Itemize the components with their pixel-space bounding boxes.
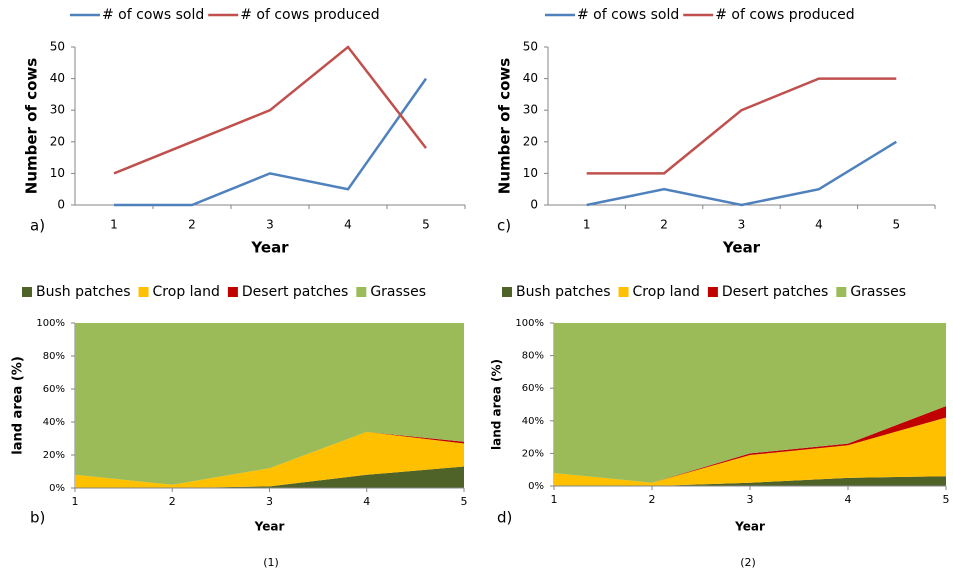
panel-label: a): [30, 217, 45, 235]
legend-swatch: [707, 287, 718, 297]
legend-swatch: [138, 287, 149, 297]
x-tick-label: 3: [266, 495, 273, 508]
y-tick-label: 10: [50, 166, 65, 180]
panel-label: b): [30, 509, 45, 527]
y-tick-label: 60%: [522, 383, 544, 394]
legend-label: # of cows produced: [240, 7, 379, 23]
x-tick-label: 1: [72, 495, 79, 508]
legend-label: # of cows produced: [715, 7, 854, 23]
x-tick-label: 1: [110, 218, 118, 232]
area-series: [75, 323, 464, 485]
x-axis-title: Year: [254, 520, 285, 534]
x-tick-label: 2: [169, 495, 176, 508]
legend-label: Grasses: [370, 284, 426, 300]
x-tick-label: 3: [747, 493, 754, 506]
y-tick-label: 80%: [522, 351, 544, 362]
x-axis-title: Year: [734, 520, 765, 534]
legend-swatch: [836, 287, 847, 297]
y-tick-label: 20%: [522, 448, 544, 459]
x-axis-title: Year: [722, 239, 761, 257]
area-series: [75, 466, 464, 488]
area-series: [554, 476, 946, 486]
area-series: [75, 431, 464, 488]
x-tick-label: 4: [815, 218, 823, 232]
x-tick-label: 5: [461, 495, 468, 508]
y-tick-label: 60%: [43, 384, 65, 395]
x-axis-title: Year: [250, 239, 289, 257]
y-tick-label: 30: [50, 103, 65, 117]
y-tick-label: 100%: [515, 318, 544, 329]
x-tick-label: 4: [363, 495, 370, 508]
legend-label: Bush patches: [516, 284, 611, 300]
y-tick-label: 80%: [43, 351, 65, 362]
x-tick-label: 3: [738, 218, 746, 232]
legend-swatch: [22, 287, 32, 297]
y-tick-label: 50: [50, 40, 65, 54]
panel-label: c): [497, 217, 511, 235]
x-tick-label: 3: [266, 218, 274, 232]
y-tick-label: 0%: [528, 481, 544, 492]
line-series: [586, 77, 897, 175]
y-tick-label: 40%: [522, 416, 544, 427]
line-series: [113, 45, 427, 175]
legend-label: Desert patches: [242, 284, 348, 300]
y-axis-title: land area (%): [490, 359, 504, 450]
legend-label: # of cows sold: [102, 7, 204, 23]
figure-caption: (2): [740, 556, 756, 569]
y-tick-label: 0: [530, 198, 538, 212]
legend-swatch: [502, 287, 512, 297]
line-series: [114, 77, 428, 207]
y-tick-label: 0%: [49, 483, 65, 494]
y-axis-title: land area (%): [11, 356, 26, 455]
legend-label: Desert patches: [722, 284, 828, 300]
legend-label: # of cows sold: [577, 7, 679, 23]
panel-label: d): [497, 509, 512, 527]
x-tick-label: 2: [649, 493, 656, 506]
y-tick-label: 40: [50, 71, 65, 85]
x-tick-label: 2: [188, 218, 196, 232]
legend-label: Grasses: [850, 284, 906, 300]
y-tick-label: 20: [50, 134, 65, 148]
x-tick-label: 5: [943, 493, 950, 506]
y-axis-title: Number of cows: [23, 58, 41, 195]
legend-label: Crop land: [153, 284, 220, 300]
legend-label: Bush patches: [36, 284, 131, 300]
x-tick-label: 2: [660, 218, 668, 232]
y-tick-label: 20: [523, 134, 538, 148]
legend-label: Crop land: [633, 284, 700, 300]
y-tick-label: 10: [523, 166, 538, 180]
y-tick-label: 40: [523, 71, 538, 85]
y-tick-label: 100%: [36, 318, 65, 329]
y-tick-label: 30: [523, 103, 538, 117]
line-series: [586, 140, 897, 207]
area-series: [554, 323, 946, 483]
figure-caption: (1): [263, 556, 279, 569]
x-tick-label: 5: [422, 218, 430, 232]
x-tick-label: 1: [583, 218, 591, 232]
x-tick-label: 4: [845, 493, 852, 506]
legend-swatch: [356, 287, 367, 297]
y-tick-label: 20%: [43, 450, 65, 461]
legend-swatch: [227, 287, 238, 297]
y-tick-label: 0: [57, 198, 65, 212]
x-tick-label: 4: [344, 218, 352, 232]
x-tick-label: 5: [892, 218, 900, 232]
y-tick-label: 40%: [43, 417, 65, 428]
y-tick-label: 50: [523, 40, 538, 54]
legend-swatch: [618, 287, 629, 297]
y-axis-title: Number of cows: [496, 58, 514, 195]
x-tick-label: 1: [551, 493, 558, 506]
area-series: [554, 417, 946, 486]
